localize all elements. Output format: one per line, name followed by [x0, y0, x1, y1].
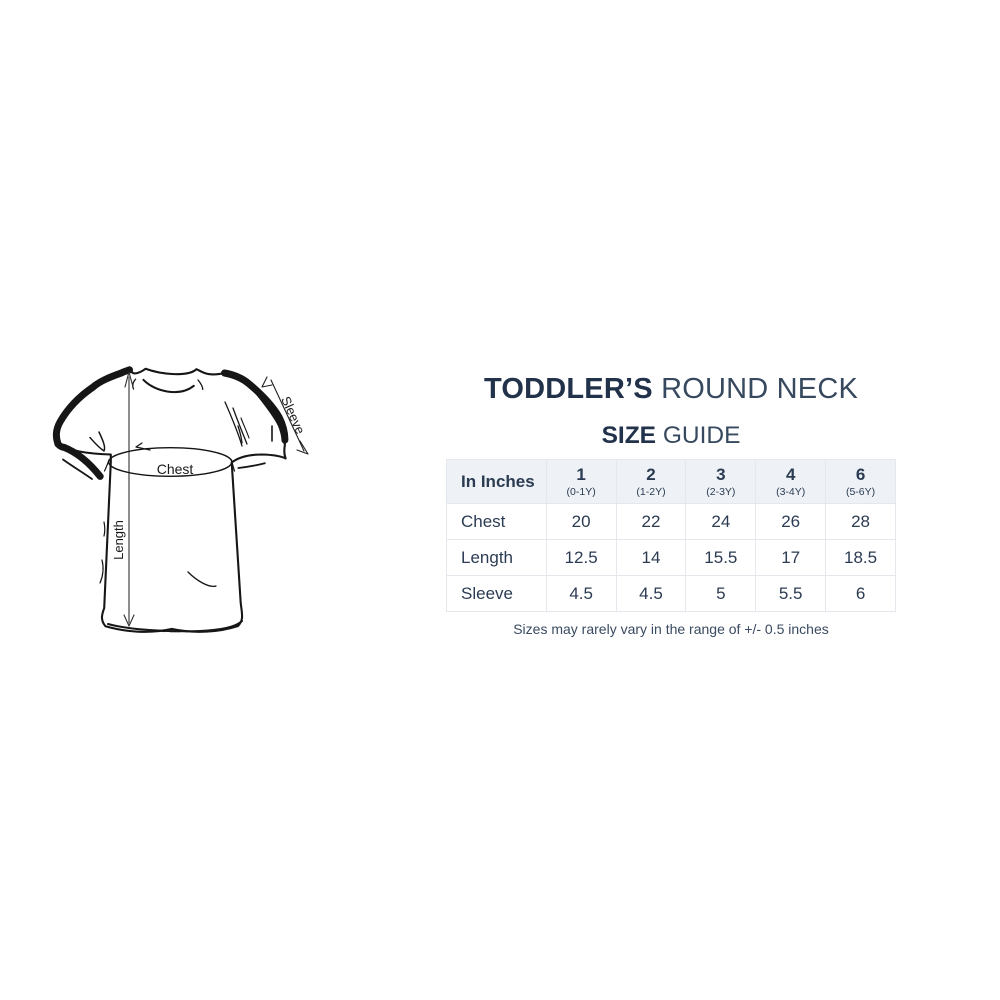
svg-text:Length: Length [111, 520, 126, 560]
svg-text:Chest: Chest [157, 461, 194, 477]
